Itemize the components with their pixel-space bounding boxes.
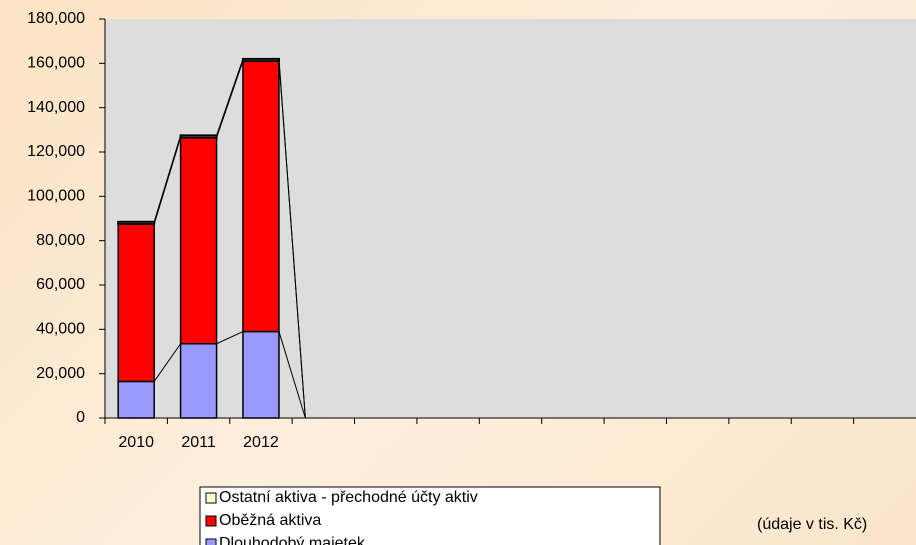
series-line (278, 58, 306, 419)
series-line (216, 331, 244, 345)
bar-segment (179, 136, 218, 345)
bar-segment (242, 330, 280, 419)
y-tick-label: 60,000 (36, 276, 85, 293)
x-tick-label: 2010 (118, 434, 154, 451)
series-line (216, 60, 244, 138)
legend-label: Ostatní aktiva - přechodné účty aktiv (219, 489, 478, 506)
bar-segment (117, 223, 155, 383)
y-tick-label: 20,000 (36, 365, 85, 382)
legend-label: Oběžná aktiva (219, 512, 321, 529)
bar-segment (117, 380, 155, 419)
bar-segment (242, 60, 280, 333)
series-line (153, 137, 182, 225)
x-tick-label: 2012 (243, 434, 279, 451)
bar-segment (241, 57, 280, 63)
legend-swatch (205, 538, 217, 545)
x-tick-label: 2011 (181, 434, 216, 451)
plot-area (105, 19, 916, 418)
legend-label: Dlouhodobý majetek (219, 535, 366, 545)
y-tick-label: 140,000 (27, 99, 85, 116)
y-tick-label: 0 (76, 409, 85, 426)
legend-swatch (205, 515, 217, 527)
y-tick-label: 120,000 (27, 143, 85, 160)
note: (údaje v tis. Kč) (757, 516, 867, 533)
legend-swatch (205, 492, 217, 504)
y-tick-label: 100,000 (27, 188, 85, 205)
y-tick-label: 160,000 (27, 55, 85, 72)
series-line (153, 135, 182, 222)
series-line (278, 331, 306, 419)
bar-segment (117, 220, 156, 226)
legend-box (199, 486, 661, 545)
series-line (216, 58, 244, 136)
y-tick-label: 40,000 (36, 321, 85, 338)
series-line (153, 343, 181, 382)
y-tick-label: 80,000 (36, 232, 85, 249)
bar-segment (179, 342, 218, 419)
bar-segment (179, 134, 218, 139)
y-tick-label: 180,000 (27, 10, 85, 27)
